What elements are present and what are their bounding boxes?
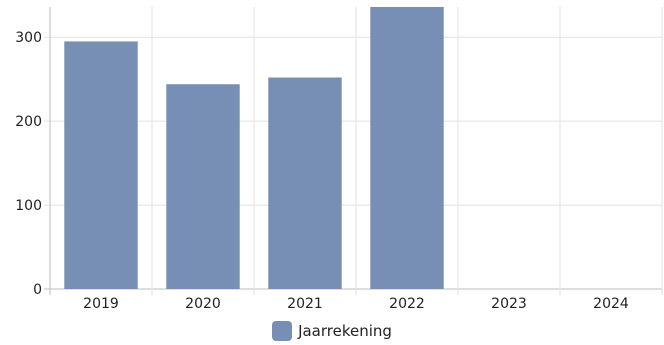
x-tick-label: 2022 bbox=[389, 296, 425, 312]
y-tick-label: 300 bbox=[15, 30, 42, 46]
x-tick-label: 2023 bbox=[491, 296, 527, 312]
x-tick-label: 2019 bbox=[83, 296, 119, 312]
x-tick-label: 2020 bbox=[185, 296, 221, 312]
legend-swatch bbox=[272, 321, 293, 341]
bars bbox=[64, 7, 444, 290]
x-axis-ticks: 2019 2020 2021 2022 2023 2024 bbox=[83, 296, 629, 312]
bar-chart: 0 100 200 300 2019 2020 2021 2022 2023 2024 bbox=[15, 7, 663, 312]
bar-2021 bbox=[268, 77, 342, 289]
y-axis-ticks: 0 100 200 300 bbox=[15, 30, 42, 298]
bar-2020 bbox=[166, 84, 240, 289]
bar-2022 bbox=[370, 7, 444, 289]
x-tick-label: 2024 bbox=[593, 296, 629, 312]
y-tick-label: 0 bbox=[33, 282, 42, 298]
legend-label: Jaarrekening bbox=[298, 322, 392, 340]
bar-2019 bbox=[64, 41, 138, 290]
grid-lines bbox=[44, 7, 663, 295]
x-tick-label: 2021 bbox=[287, 296, 323, 312]
y-tick-label: 200 bbox=[15, 114, 42, 130]
y-tick-label: 100 bbox=[15, 198, 42, 214]
legend: Jaarrekening bbox=[0, 320, 664, 342]
